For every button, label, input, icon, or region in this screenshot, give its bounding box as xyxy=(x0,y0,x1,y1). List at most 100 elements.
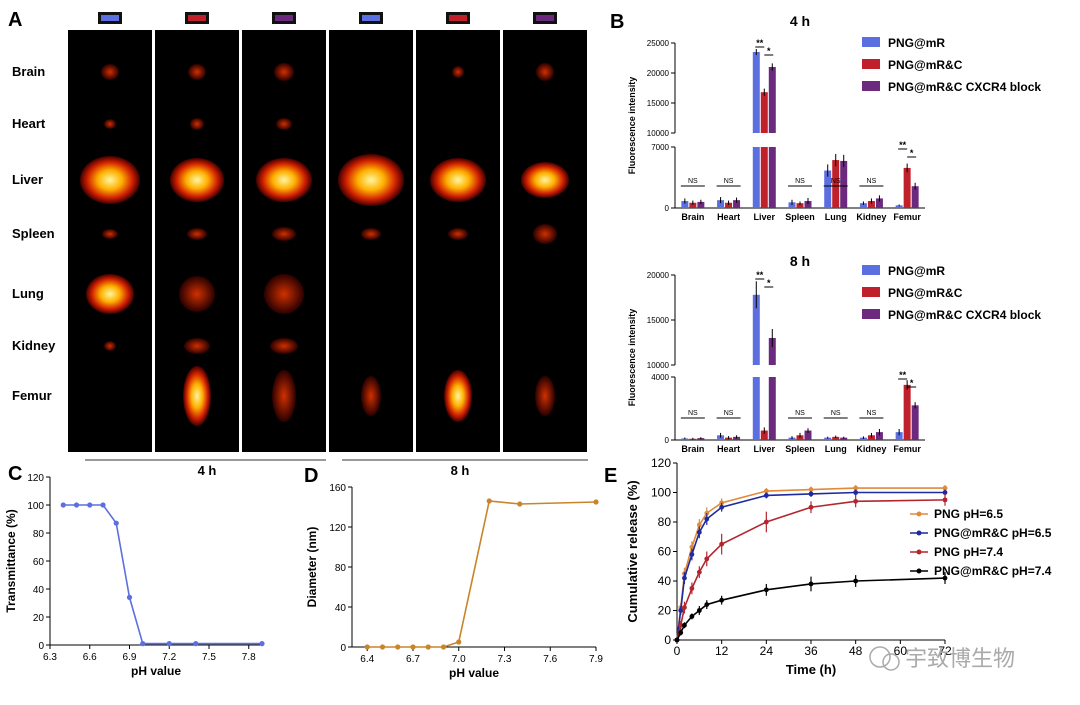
organ-signal-brain xyxy=(188,64,206,80)
organ-label-brain: Brain xyxy=(12,64,45,79)
chart-title: 4 h xyxy=(790,13,810,29)
bar xyxy=(733,200,741,208)
x-tick-label: 6.9 xyxy=(123,652,137,663)
sig-label: NS xyxy=(831,410,841,417)
bar xyxy=(804,201,812,208)
organ-signal-heart xyxy=(190,118,204,130)
series-line xyxy=(367,500,597,648)
panel-letter-c: C xyxy=(8,463,22,485)
x-tick-label: Brain xyxy=(681,212,704,222)
organ-signal-femur xyxy=(444,370,472,422)
y-tick-label: 20000 xyxy=(647,271,670,280)
y-tick-label: 0 xyxy=(665,436,670,445)
data-point xyxy=(440,644,447,650)
watermark-text: 宇致博生物 xyxy=(905,646,1015,671)
y-axis-label: Transmittance (%) xyxy=(4,509,18,612)
data-point xyxy=(853,578,859,584)
data-point xyxy=(674,637,680,643)
bar xyxy=(804,430,812,440)
x-tick-label: Liver xyxy=(754,444,776,454)
y-axis-label: Diameter (nm) xyxy=(305,527,319,608)
organ-signal-liver xyxy=(170,158,224,202)
data-point xyxy=(517,501,523,507)
data-point xyxy=(942,485,948,491)
timepoint-label-4h: 4 h xyxy=(198,463,217,478)
series-line xyxy=(63,504,262,645)
data-point xyxy=(682,605,687,610)
bar xyxy=(725,202,733,208)
bar xyxy=(911,186,919,208)
data-point xyxy=(808,504,814,510)
organ-signal-lung xyxy=(264,274,304,314)
y-tick-label: 60 xyxy=(33,557,45,568)
organ-label-liver: Liver xyxy=(12,172,43,187)
bar xyxy=(689,202,697,208)
x-tick-label: 6.4 xyxy=(360,654,374,665)
data-point xyxy=(719,597,725,603)
data-point xyxy=(763,587,769,593)
x-tick-label: Femur xyxy=(893,212,921,222)
bar xyxy=(768,67,776,133)
legend-label: PNG@mR&C xyxy=(888,58,963,72)
data-point xyxy=(719,541,725,547)
sig-label: NS xyxy=(867,410,877,417)
organ-labels: Brain Heart Liver Spleen Lung Kidney Femur xyxy=(12,64,56,403)
y-tick-label: 160 xyxy=(329,483,346,494)
data-point xyxy=(853,485,859,491)
bar-lower xyxy=(768,377,776,440)
panel-a: A Brain Heart Liver Spleen Lung Kidney Femur 4… xyxy=(8,9,588,478)
y-tick-label: 100 xyxy=(651,486,671,500)
marker-blue xyxy=(101,15,119,21)
y-tick-label: 10000 xyxy=(647,361,670,370)
y-axis-label: Cumulative release (%) xyxy=(625,480,640,622)
x-tick-label: 0 xyxy=(674,644,681,658)
y-tick-label: 80 xyxy=(33,529,45,540)
organ-signal-femur xyxy=(183,366,211,426)
panel-letter-b: B xyxy=(610,11,624,33)
wechat-icon xyxy=(869,646,891,668)
bar xyxy=(911,405,919,440)
x-tick-label: Femur xyxy=(893,444,921,454)
x-tick-label: 7.5 xyxy=(202,652,216,663)
sig-label: NS xyxy=(724,410,734,417)
x-tick-label: 7.8 xyxy=(242,652,256,663)
y-tick-label: 80 xyxy=(335,563,347,574)
data-point xyxy=(379,644,386,650)
x-tick-label: Heart xyxy=(717,444,740,454)
organ-signal-kidney xyxy=(184,338,210,354)
organ-signal-liver xyxy=(338,154,404,206)
bar xyxy=(760,92,768,133)
legend-swatch xyxy=(862,37,880,47)
x-tick-label: 7.3 xyxy=(498,654,512,665)
y-tick-label: 20000 xyxy=(647,69,670,78)
marker-purple xyxy=(536,15,554,21)
bar-lower xyxy=(752,147,760,208)
panel-letter-a: A xyxy=(8,9,22,31)
sig-label: * xyxy=(910,148,914,158)
data-point xyxy=(689,585,695,591)
x-tick-label: Spleen xyxy=(785,444,815,454)
bar xyxy=(903,384,911,440)
y-tick-label: 0 xyxy=(665,204,670,213)
x-tick-label: 72 xyxy=(938,644,952,658)
organ-signal-liver xyxy=(521,162,569,198)
legend-label: PNG pH=7.4 xyxy=(934,545,1003,559)
legend-swatch xyxy=(862,265,880,275)
bar-lower xyxy=(768,147,776,208)
data-point xyxy=(126,594,133,601)
marker-purple xyxy=(275,15,293,21)
sig-label: NS xyxy=(831,178,841,185)
data-point xyxy=(486,498,492,504)
legend-marker xyxy=(916,530,922,536)
y-tick-label: 15000 xyxy=(647,99,670,108)
bar xyxy=(895,205,903,208)
bar xyxy=(840,160,848,208)
sig-label: ** xyxy=(899,140,907,150)
y-tick-label: 120 xyxy=(27,473,44,484)
bar xyxy=(824,170,832,208)
legend-label: PNG@mR&C pH=7.4 xyxy=(934,564,1052,578)
y-tick-label: 40 xyxy=(335,603,347,614)
watermark: 宇致博生物 xyxy=(869,646,1015,671)
bar-lower xyxy=(760,147,768,208)
organ-signal-femur xyxy=(361,376,381,416)
